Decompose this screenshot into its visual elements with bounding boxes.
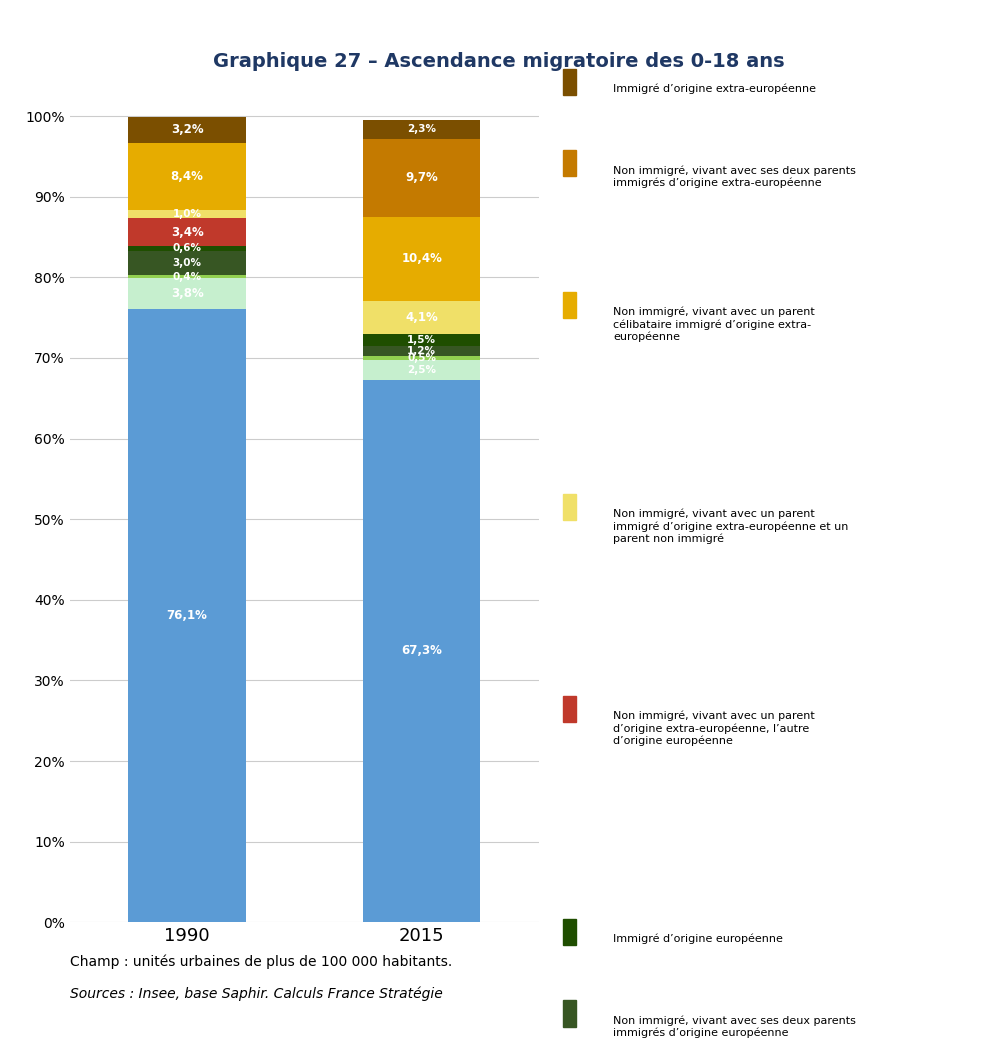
Text: 3,4%: 3,4% [171, 225, 204, 239]
Text: 8,4%: 8,4% [171, 170, 204, 183]
Bar [363, 379, 480, 922]
Text: 1,5%: 1,5% [407, 334, 436, 345]
Bar [129, 278, 246, 309]
Bar [129, 246, 246, 250]
Bar [129, 143, 246, 211]
Text: 10,4%: 10,4% [401, 253, 442, 265]
FancyBboxPatch shape [563, 1000, 576, 1027]
Bar [129, 211, 246, 218]
Bar [129, 117, 246, 143]
Text: 67,3%: 67,3% [401, 645, 442, 657]
FancyBboxPatch shape [563, 696, 576, 722]
Text: Non immigré, vivant avec ses deux parents
immigrés d’origine européenne: Non immigré, vivant avec ses deux parent… [614, 1016, 856, 1038]
Bar [363, 121, 480, 138]
Text: 3,0%: 3,0% [173, 258, 202, 268]
Text: Sources : Insee, base Saphir. Calculs France Stratégie: Sources : Insee, base Saphir. Calculs Fr… [70, 986, 442, 1001]
Text: 0,6%: 0,6% [173, 243, 202, 254]
FancyBboxPatch shape [563, 291, 576, 319]
Bar [129, 275, 246, 278]
Text: 0,4%: 0,4% [173, 271, 202, 282]
Text: Non immigré, vivant avec ses deux parents
immigrés d’origine extra-européenne: Non immigré, vivant avec ses deux parent… [614, 166, 856, 188]
FancyBboxPatch shape [563, 919, 576, 945]
Bar [363, 333, 480, 346]
Bar [129, 309, 246, 922]
Bar [363, 138, 480, 217]
Text: Champ : unités urbaines de plus de 100 000 habitants.: Champ : unités urbaines de plus de 100 0… [70, 955, 452, 969]
FancyBboxPatch shape [563, 150, 576, 176]
Bar [363, 359, 480, 379]
Bar [363, 217, 480, 301]
Text: 9,7%: 9,7% [405, 171, 438, 184]
Text: 0,5%: 0,5% [407, 352, 436, 363]
Text: 1,2%: 1,2% [407, 346, 436, 355]
Text: 3,2%: 3,2% [171, 124, 204, 136]
FancyBboxPatch shape [563, 494, 576, 520]
Text: Non immigré, vivant avec un parent
d’origine extra-européenne, l’autre
d’origine: Non immigré, vivant avec un parent d’ori… [614, 711, 815, 746]
Text: 3,8%: 3,8% [171, 287, 204, 300]
Text: Immigré d’origine européenne: Immigré d’origine européenne [614, 934, 783, 944]
Text: Graphique 27 – Ascendance migratoire des 0-18 ans: Graphique 27 – Ascendance migratoire des… [214, 52, 784, 71]
Text: 2,5%: 2,5% [407, 365, 436, 374]
Bar [363, 346, 480, 355]
Bar [129, 250, 246, 275]
Text: 4,1%: 4,1% [405, 310, 438, 324]
Text: Non immigré, vivant avec un parent
immigré d’origine extra-européenne et un
pare: Non immigré, vivant avec un parent immig… [614, 509, 848, 544]
Text: 76,1%: 76,1% [167, 609, 208, 623]
Text: 2,3%: 2,3% [407, 125, 436, 134]
Text: Non immigré, vivant avec un parent
célibataire immigré d’origine extra-
européen: Non immigré, vivant avec un parent célib… [614, 307, 815, 342]
FancyBboxPatch shape [563, 69, 576, 95]
Text: Immigré d’origine extra-européenne: Immigré d’origine extra-européenne [614, 84, 816, 94]
Bar [363, 355, 480, 359]
Text: 1,0%: 1,0% [173, 210, 202, 219]
Bar [363, 301, 480, 333]
Bar [129, 218, 246, 246]
